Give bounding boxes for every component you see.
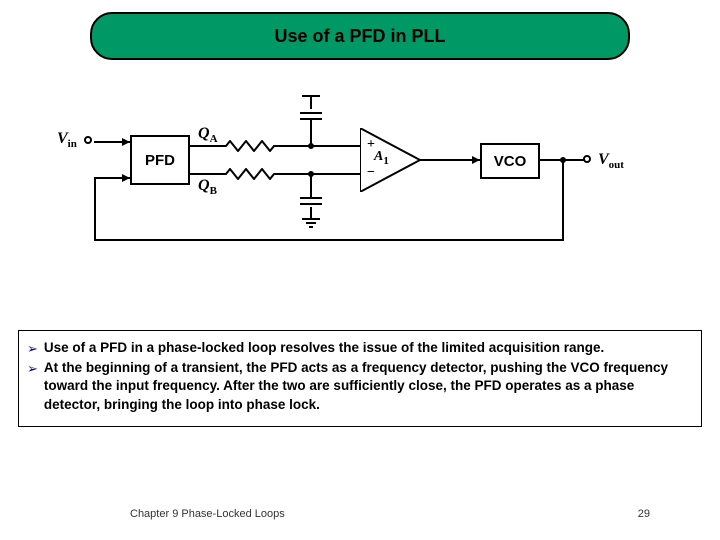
qb-sym: Q <box>198 177 210 194</box>
qa-sym: Q <box>198 125 210 142</box>
wire-qa <box>190 145 220 147</box>
bullet-item: ➢ At the beginning of a transient, the P… <box>27 359 693 414</box>
qb-label: QB <box>198 177 217 197</box>
arrow-vin <box>122 138 130 146</box>
arrow-vco-in <box>472 156 480 164</box>
vin-sym: V <box>57 130 68 147</box>
vout-sub: out <box>609 159 624 171</box>
footer-chapter: Chapter 9 Phase-Locked Loops <box>130 508 285 520</box>
footer-page: 29 <box>638 508 650 520</box>
a1-sym: A <box>374 149 383 164</box>
resistor-ra <box>220 140 280 152</box>
pfd-block: PFD <box>130 135 190 185</box>
arrow-fb-in <box>122 174 130 182</box>
vin-label: Vin <box>57 130 77 150</box>
cap-ca <box>300 108 322 122</box>
chevron-right-icon: ➢ <box>27 341 38 357</box>
qa-sub: A <box>210 133 218 145</box>
pll-block-diagram: Vin PFD QA QB <box>60 85 620 255</box>
rail-top <box>302 95 320 97</box>
wire-fb-down <box>562 161 564 241</box>
gnd-icon <box>300 217 322 229</box>
wire-rb-out <box>280 173 360 175</box>
wire-ra-out <box>280 145 360 147</box>
vout-sym: V <box>598 151 609 168</box>
pfd-text: PFD <box>145 152 175 169</box>
bullet-item: ➢ Use of a PFD in a phase-locked loop re… <box>27 339 693 357</box>
wire-qb <box>190 173 220 175</box>
vout-node <box>583 155 591 163</box>
wire-fb-horiz <box>94 239 564 241</box>
bullet-text-2: At the beginning of a transient, the PFD… <box>44 359 693 414</box>
bullet-text-1: Use of a PFD in a phase-locked loop reso… <box>44 339 604 357</box>
bullets-box: ➢ Use of a PFD in a phase-locked loop re… <box>18 330 702 427</box>
vco-block: VCO <box>480 143 540 179</box>
wire-fb-up <box>94 177 96 241</box>
qa-label: QA <box>198 125 218 145</box>
slide-title: Use of a PFD in PLL <box>274 26 445 47</box>
opamp-minus: − <box>367 165 375 181</box>
qb-sub: B <box>210 185 217 197</box>
resistor-rb <box>220 168 280 180</box>
vco-text: VCO <box>494 153 527 170</box>
title-bar: Use of a PFD in PLL <box>90 12 630 60</box>
wire-ca-top <box>310 97 312 109</box>
vout-label: Vout <box>598 151 624 171</box>
chevron-right-icon: ➢ <box>27 361 38 377</box>
vin-sub: in <box>68 138 77 150</box>
wire-cb-v <box>310 175 312 197</box>
a1-sub: 1 <box>383 155 389 167</box>
wire-ca-v <box>310 120 312 145</box>
wire-opamp-vco <box>420 159 480 161</box>
vin-node <box>84 136 92 144</box>
opamp-a1-label: A1 <box>374 149 389 167</box>
